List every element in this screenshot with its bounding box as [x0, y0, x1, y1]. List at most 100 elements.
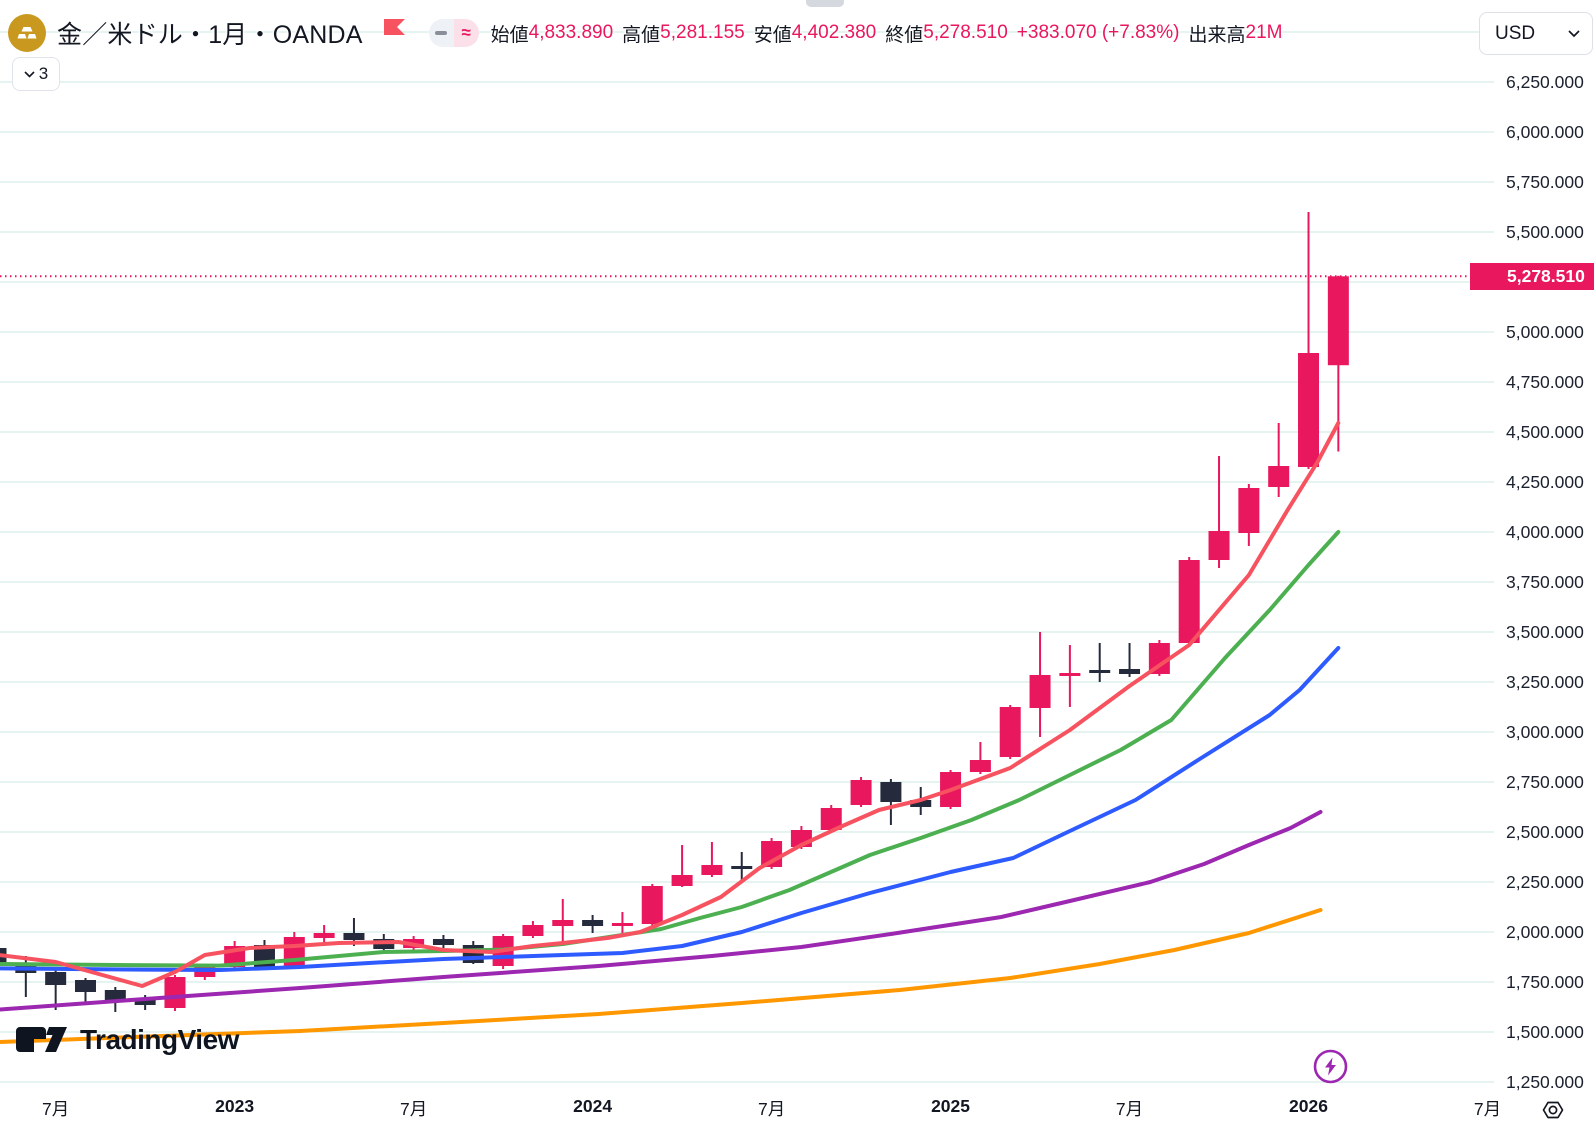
- candle-body: [969, 760, 991, 772]
- ma-orange: [0, 908, 1323, 1044]
- price-tick-label: 2,750.000: [1506, 772, 1584, 792]
- open-value: 4,833.890: [528, 22, 614, 43]
- candle-body: [1059, 673, 1081, 676]
- candle-body: [611, 923, 633, 926]
- candle-body: [1268, 466, 1290, 487]
- ohlc-readout: 始値 4,833.890 高値 5,281.155 安値 4,402.380 終値 5,…: [491, 20, 1292, 47]
- candle-body: [313, 933, 335, 938]
- high-label: 高値: [622, 24, 661, 46]
- tradingview-logo[interactable]: TradingView: [16, 1021, 239, 1058]
- candle-body: [522, 925, 544, 936]
- candle-body: [1238, 488, 1260, 533]
- candle-body: [164, 977, 186, 1008]
- candle-body: [343, 933, 365, 940]
- currency-value: USD: [1495, 22, 1536, 44]
- change-value: +383.070 (+7.83%): [1016, 22, 1180, 43]
- candle-body: [104, 990, 126, 1000]
- volume-value: 21M: [1245, 22, 1283, 43]
- candle-body: [552, 920, 574, 926]
- chevron-down-icon: [24, 70, 35, 78]
- price-tick-label: 2,000.000: [1506, 922, 1584, 942]
- gear-icon[interactable]: [1541, 1098, 1565, 1127]
- low-value: 4,402.380: [791, 22, 877, 43]
- price-tick-label: 4,500.000: [1506, 422, 1584, 442]
- candle-body: [641, 886, 663, 924]
- ma-green: [0, 530, 1341, 968]
- flag-icon[interactable]: [383, 18, 406, 48]
- gold-ingots-icon: [8, 14, 46, 52]
- current-price-label: 5,278.510: [1470, 262, 1594, 290]
- price-tick-label: 3,500.000: [1506, 622, 1584, 642]
- symbol-title: 金／米ドル・1月・OANDA: [57, 21, 363, 49]
- price-tick-label: 5,000.000: [1506, 322, 1584, 342]
- candle-body: [1148, 643, 1170, 674]
- candle-body: [850, 780, 872, 805]
- candle-body: [820, 808, 842, 830]
- candle-body: [1119, 669, 1141, 674]
- candle-body: [134, 998, 156, 1005]
- price-tick-label: 5,750.000: [1506, 172, 1584, 192]
- lightning-icon[interactable]: [1313, 1049, 1348, 1089]
- symbol-header: 金／米ドル・1月・OANDA ≈ 始値 4,833.890 高値 5,281.155…: [8, 11, 1291, 55]
- candle-body: [1089, 670, 1111, 673]
- time-tick-label: 7月: [42, 1099, 70, 1119]
- price-tick-label: 1,250.000: [1506, 1072, 1584, 1092]
- tradingview-wordmark: TradingView: [80, 1023, 239, 1055]
- price-tick-label: 2,500.000: [1506, 822, 1584, 842]
- legend-collapse-count: 3: [38, 64, 49, 83]
- candle-body: [910, 800, 932, 807]
- price-tick-label: 2,250.000: [1506, 872, 1584, 892]
- close-label: 終値: [885, 24, 924, 46]
- candle-body: [671, 875, 693, 886]
- time-tick-label: 2023: [215, 1096, 255, 1116]
- candle-body: [45, 972, 67, 985]
- candle-body: [74, 980, 96, 992]
- minus-toggle[interactable]: [428, 19, 454, 47]
- ma-red: [0, 421, 1341, 988]
- price-tick-label: 1,500.000: [1506, 1022, 1584, 1042]
- open-label: 始値: [490, 24, 529, 46]
- high-value: 5,281.155: [660, 22, 745, 43]
- volume-label: 出来高: [1188, 24, 1246, 46]
- time-tick-label: 7月: [757, 1099, 786, 1119]
- candle-body: [1327, 276, 1349, 366]
- legend-collapse-button[interactable]: 3: [12, 57, 60, 91]
- time-tick-label: 7月: [1115, 1099, 1144, 1119]
- candle-body: [999, 707, 1021, 757]
- pane-drag-handle[interactable]: [806, 0, 844, 7]
- candle-body: [1178, 560, 1200, 643]
- candle-body: [880, 782, 902, 802]
- candle-body: [1029, 675, 1051, 708]
- candle-body: [701, 865, 723, 875]
- time-tick-label: 2025: [931, 1096, 971, 1116]
- price-tick-label: 4,750.000: [1506, 372, 1584, 392]
- price-tick-label: 5,500.000: [1506, 222, 1584, 242]
- time-tick-label: 7月: [1473, 1099, 1502, 1119]
- price-tick-label: 4,000.000: [1506, 522, 1584, 542]
- candle-body: [582, 920, 604, 926]
- price-tick-label: 6,250.000: [1506, 72, 1584, 92]
- price-tick-label: 6,000.000: [1506, 122, 1584, 142]
- price-tick-label: 3,250.000: [1506, 672, 1584, 692]
- approx-toggle[interactable]: ≈: [453, 19, 479, 47]
- candle-body: [1208, 531, 1230, 560]
- price-tick-label: 3,750.000: [1506, 572, 1584, 592]
- ma-purple: [0, 810, 1323, 1012]
- close-value: 5,278.510: [923, 22, 1008, 43]
- ma-blue: [0, 646, 1341, 972]
- low-label: 安値: [753, 24, 792, 46]
- currency-selector[interactable]: USD: [1479, 12, 1593, 55]
- time-tick-label: 2026: [1289, 1096, 1328, 1116]
- price-tick-label: 1,750.000: [1506, 972, 1584, 992]
- candle-body: [462, 945, 484, 963]
- time-tick-label: 2024: [573, 1096, 613, 1116]
- price-tick-label: 3,000.000: [1506, 722, 1584, 742]
- time-tick-label: 7月: [399, 1099, 428, 1119]
- marker-toggle-pill: ≈: [428, 19, 479, 47]
- candle-body: [1298, 353, 1320, 467]
- candle-body: [731, 866, 753, 869]
- price-tick-label: 4,250.000: [1506, 472, 1584, 492]
- chevron-down-icon: [1568, 29, 1580, 37]
